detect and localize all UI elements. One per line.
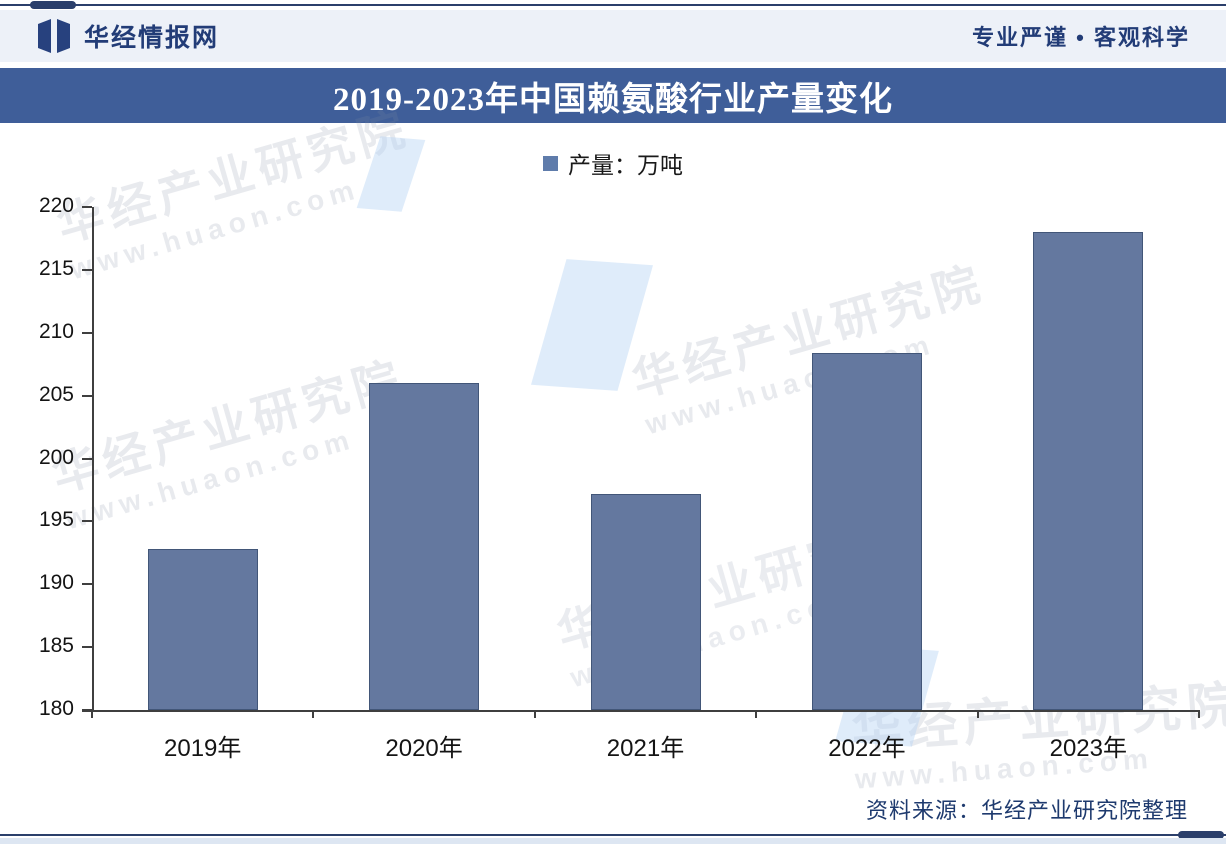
brand-name: 华经情报网 — [84, 24, 220, 52]
x-tick-label: 2020年 — [385, 735, 463, 762]
legend: 产量：万吨 — [0, 146, 1226, 180]
x-tick-label: 2021年 — [606, 735, 685, 762]
x-boundary-tick — [91, 710, 93, 718]
y-tick-label: 215 — [38, 256, 74, 280]
y-tick-mark — [82, 268, 92, 271]
header: 华经情报网 专业严谨 • 客观科学 — [0, 10, 1226, 62]
watermark-url: www.huaon.com — [61, 422, 359, 536]
legend-label: 产量：万吨 — [568, 152, 683, 178]
top-border-line — [0, 4, 1226, 6]
y-tick-label: 185 — [38, 634, 74, 658]
legend-swatch — [543, 155, 558, 171]
header-tagline: 专业严谨 • 客观科学 — [972, 25, 1190, 50]
bottom-border-line — [0, 834, 1226, 836]
x-axis-line — [82, 710, 1199, 712]
x-boundary-tick — [1198, 710, 1200, 718]
brand: 华经情报网 — [36, 18, 219, 54]
bar — [1033, 232, 1144, 710]
bar — [590, 493, 701, 710]
bottom-band — [0, 838, 1226, 844]
y-tick-mark — [82, 206, 92, 208]
y-tick-label: 195 — [38, 508, 74, 532]
bar — [147, 549, 258, 710]
y-tick-label: 205 — [38, 382, 74, 406]
y-tick-label: 220 — [38, 194, 74, 217]
y-tick-label: 200 — [38, 445, 74, 469]
y-tick-mark — [82, 394, 92, 397]
y-axis-line — [92, 207, 94, 710]
chart-title: 2019-2023年中国赖氨酸行业产量变化 — [333, 81, 893, 118]
x-tick-label: 2022年 — [828, 735, 906, 762]
watermark-shape — [531, 259, 653, 391]
x-boundary-tick — [533, 710, 536, 718]
watermark-text: 华经产业研究院 — [46, 351, 411, 502]
watermark-text: 华经产业研究院 — [626, 256, 991, 407]
bottom-border-pill — [1178, 831, 1224, 839]
huajing-logo-icon — [38, 19, 70, 53]
y-tick-mark — [82, 583, 92, 586]
y-tick-mark — [82, 331, 92, 334]
x-tick-label: 2019年 — [164, 735, 242, 762]
top-border-pill — [30, 1, 76, 9]
y-tick-mark — [82, 709, 92, 711]
title-bar: 2019-2023年中国赖氨酸行业产量变化 — [0, 68, 1226, 123]
watermark: 华经产业研究院 www.huaon.com — [44, 342, 421, 537]
bar — [811, 352, 922, 710]
x-tick-label: 2023年 — [1049, 735, 1127, 762]
data-source-note: 资料来源：华经产业研究院整理 — [865, 798, 1188, 823]
y-tick-mark — [82, 457, 92, 460]
y-tick-label: 190 — [38, 571, 74, 595]
x-boundary-tick — [312, 710, 315, 718]
y-tick-label: 210 — [38, 319, 74, 343]
y-tick-mark — [82, 520, 92, 523]
y-tick-mark — [82, 646, 92, 649]
x-boundary-tick — [976, 710, 979, 718]
bar — [369, 383, 480, 710]
y-tick-label: 180 — [38, 697, 74, 720]
x-boundary-tick — [755, 710, 758, 718]
